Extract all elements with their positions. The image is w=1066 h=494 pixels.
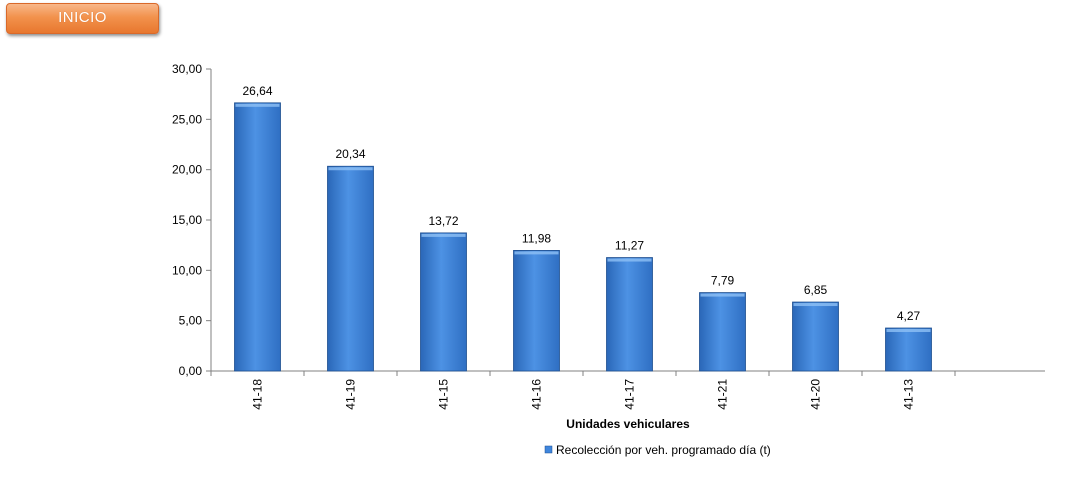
y-tick-label: 5,00 xyxy=(179,314,203,328)
bar-41-19 xyxy=(327,165,374,372)
x-tick-label: 41-15 xyxy=(437,379,451,410)
y-tick-label: 10,00 xyxy=(172,263,202,277)
bar-highlight xyxy=(235,103,280,107)
bar-41-16 xyxy=(513,250,560,372)
x-tick-label: 41-18 xyxy=(251,379,265,410)
bar-41-18 xyxy=(234,102,281,372)
x-tick-label: 41-17 xyxy=(623,379,637,410)
value-label: 26,64 xyxy=(242,84,272,98)
value-label: 13,72 xyxy=(428,214,458,228)
bar-highlight xyxy=(514,251,559,255)
bars xyxy=(234,102,932,372)
bar-highlight xyxy=(700,293,745,297)
y-tick-label: 0,00 xyxy=(179,364,203,378)
y-tick-label: 15,00 xyxy=(172,213,202,227)
value-label: 7,79 xyxy=(711,274,735,288)
x-tick-label: 41-19 xyxy=(344,379,358,410)
x-axis: 41-18 41-19 41-15 41-16 41-17 41-21 41-20 41-13 xyxy=(210,370,1045,410)
bar-highlight xyxy=(328,167,373,171)
x-axis-title: Unidades vehiculares xyxy=(566,417,690,431)
y-tick-label: 20,00 xyxy=(172,163,202,177)
y-tick-label: 25,00 xyxy=(172,112,202,126)
value-label: 6,85 xyxy=(804,283,828,297)
legend: Recolección por veh. programado día (t) xyxy=(544,443,771,457)
bar-highlight xyxy=(793,303,838,307)
bar-41-21 xyxy=(699,292,746,372)
x-tick-label: 41-13 xyxy=(902,379,916,410)
bar-highlight xyxy=(421,233,466,237)
value-label: 4,27 xyxy=(897,309,921,323)
value-label: 20,34 xyxy=(335,147,365,161)
x-tick-label: 41-16 xyxy=(530,379,544,410)
bar-highlight xyxy=(886,329,931,333)
inicio-button[interactable]: INICIO xyxy=(6,3,159,34)
bar-41-20 xyxy=(792,301,839,372)
x-tick-label: 41-21 xyxy=(716,379,730,410)
bar-41-15 xyxy=(420,232,467,372)
bar-41-17 xyxy=(606,257,653,372)
bar-highlight xyxy=(607,258,652,262)
legend-swatch xyxy=(544,445,553,454)
value-label: 11,98 xyxy=(522,231,551,245)
y-axis: 0,00 5,00 10,00 15,00 20,00 25,00 30,00 xyxy=(172,62,212,378)
x-tick-label: 41-20 xyxy=(809,379,823,410)
legend-entry: Recolección por veh. programado día (t) xyxy=(556,443,771,457)
bar-41-13 xyxy=(885,327,932,372)
value-label: 11,27 xyxy=(615,239,644,253)
y-tick-label: 30,00 xyxy=(172,62,202,76)
data-labels: 26,64 20,34 13,72 11,98 11,27 7,79 6,85 4,27 xyxy=(242,84,920,323)
